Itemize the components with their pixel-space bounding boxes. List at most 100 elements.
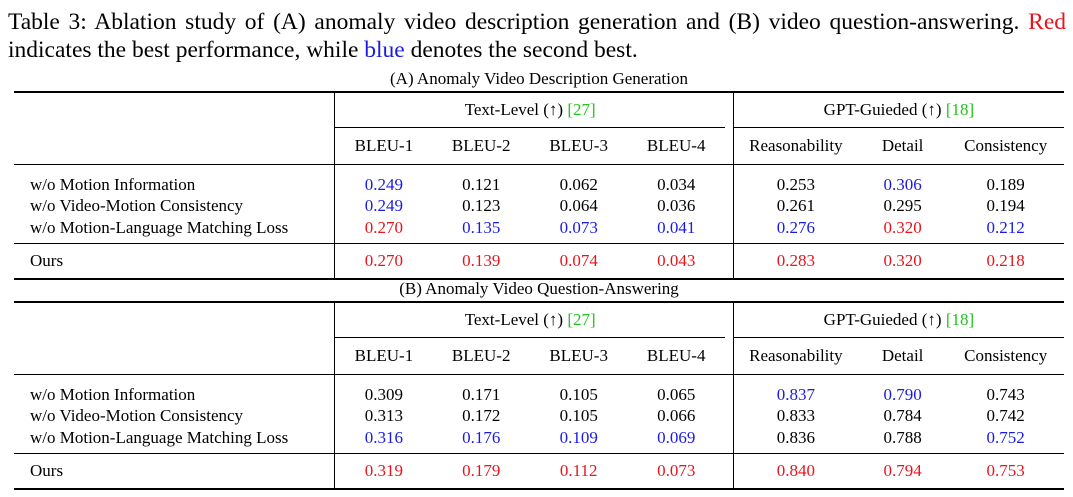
empty-header-cell (14, 301, 335, 338)
group-gap (725, 217, 733, 243)
ablation-rows: w/o Motion Information 0.309 0.171 0.105 0.0… (14, 374, 1064, 453)
metric-cell: 0.283 (732, 242, 858, 280)
caption-suffix: denotes the second best. (404, 37, 638, 63)
metric-cell: 0.139 (432, 242, 530, 280)
metric-cell: 0.179 (432, 452, 530, 490)
metric-cell: 0.135 (462, 217, 501, 237)
metric-cell: 0.788 (883, 427, 922, 447)
metric-cell: 0.276 (732, 217, 858, 243)
row-label: w/o Motion Information (14, 164, 335, 196)
metric-cell: 0.121 (432, 164, 530, 196)
group-gap (724, 242, 734, 280)
gpt-guided-citation[interactable]: [18] (945, 310, 975, 329)
metric-cell: 0.306 (857, 164, 948, 196)
section-title: (B) Anomaly Video Question-Answering (399, 279, 679, 298)
ours-rows: Ours 0.270 0.139 0.074 0.043 0.283 0.320 0.218 (14, 242, 1064, 280)
metric-cell: 0.261 (732, 195, 858, 217)
row-label: w/o Video-Motion Consistency (30, 406, 244, 426)
metric-cell: 0.074 (529, 242, 628, 280)
metric-cell: 0.320 (883, 217, 922, 237)
ablation-table-a: (A) Anomaly Video Description Generation… (14, 67, 1064, 280)
text-level-label: Text-Level (↑) (464, 310, 568, 329)
empty-header-cell (14, 128, 335, 165)
gpt-guided-header: GPT-Guieded (↑) [18] (732, 301, 1064, 338)
metric-cell: 0.069 (657, 427, 696, 447)
ablation-rows: w/o Motion Information 0.249 0.121 0.062 0.0… (14, 164, 1064, 243)
metric-cell: 0.309 (334, 374, 433, 406)
caption-red-word: Red (1028, 9, 1066, 35)
column-header: Consistency (947, 127, 1064, 165)
empty-header-cell (14, 338, 335, 375)
row-label: Ours (14, 452, 335, 490)
metric-cell: 0.320 (857, 242, 948, 280)
text-level-label: Text-Level (↑) (464, 100, 568, 119)
gpt-guided-header: GPT-Guieded (↑) [18] (732, 91, 1064, 128)
column-header: Detail (857, 127, 948, 165)
metric-cell: 0.041 (657, 217, 696, 237)
metric-cell: 0.837 (732, 374, 858, 406)
text-level-citation[interactable]: [27] (567, 100, 596, 119)
metric-cell: 0.790 (857, 374, 948, 406)
gpt-guided-citation[interactable]: [18] (945, 100, 975, 119)
column-header: BLEU-4 (627, 337, 725, 375)
text-level-header: Text-Level (↑) [27] (334, 301, 725, 338)
metric-cell: 0.270 (334, 217, 433, 243)
metric-cell: 0.752 (986, 427, 1025, 447)
empty-header-cell (14, 91, 335, 128)
column-header: BLEU-1 (334, 337, 433, 375)
metric-cell: 0.123 (462, 196, 501, 216)
table-row: w/o Motion-Language Matching Loss 0.316 0.… (14, 427, 1064, 453)
metric-cell: 0.066 (657, 406, 696, 426)
group-gap (724, 164, 734, 196)
column-header: Reasonability (732, 127, 858, 165)
text-level-citation[interactable]: [27] (567, 310, 596, 329)
metric-cell: 0.172 (462, 406, 501, 426)
metric-cell: 0.073 (627, 452, 725, 490)
group-gap (724, 374, 734, 406)
metric-cell: 0.064 (559, 196, 598, 216)
table-row: w/o Video-Motion Consistency 0.249 0.123 0.… (14, 195, 1064, 217)
text-level-header: Text-Level (↑) [27] (334, 91, 725, 128)
group-gap (725, 427, 733, 453)
ablation-table-b: (B) Anomaly Video Question-Answering Tex… (14, 277, 1064, 490)
section-title: (A) Anomaly Video Description Generation (390, 69, 688, 88)
metric-cell: 0.065 (627, 374, 725, 406)
row-label: w/o Motion-Language Matching Loss (30, 427, 289, 447)
group-gap (724, 452, 734, 490)
metric-cell: 0.176 (462, 427, 501, 447)
metric-cell: 0.036 (657, 196, 696, 216)
column-header: BLEU-1 (334, 127, 433, 165)
row-label: Ours (14, 242, 335, 280)
group-gap (725, 128, 733, 165)
metric-cell: 0.043 (627, 242, 725, 280)
metric-cell: 0.212 (986, 217, 1025, 237)
metric-cell: 0.073 (559, 217, 598, 237)
table-row: w/o Motion Information 0.249 0.121 0.062 0.0… (14, 164, 1064, 196)
row-label: w/o Motion-Language Matching Loss (30, 217, 289, 237)
table-row: w/o Video-Motion Consistency 0.313 0.172 0.… (14, 405, 1064, 427)
ours-row: Ours 0.319 0.179 0.112 0.073 0.840 0.794 0.753 (14, 452, 1064, 490)
metric-cell: 0.316 (334, 427, 433, 453)
metric-cell: 0.249 (334, 195, 433, 217)
metric-cell: 0.295 (883, 196, 922, 216)
metric-cell: 0.194 (986, 196, 1025, 216)
column-header: Detail (857, 337, 948, 375)
metric-cell: 0.189 (947, 164, 1064, 196)
ours-rows: Ours 0.319 0.179 0.112 0.073 0.840 0.794 0.753 (14, 452, 1064, 490)
metric-cell: 0.105 (529, 374, 628, 406)
row-label: w/o Video-Motion Consistency (30, 196, 244, 216)
column-header: Consistency (947, 337, 1064, 375)
column-header: BLEU-4 (627, 127, 725, 165)
metric-cell: 0.833 (732, 405, 858, 427)
column-header: BLEU-2 (432, 127, 530, 165)
metric-cell: 0.112 (529, 452, 628, 490)
metric-cell: 0.218 (947, 242, 1064, 280)
metric-cell: 0.313 (334, 405, 433, 427)
metric-cell: 0.171 (432, 374, 530, 406)
table-row: w/o Motion-Language Matching Loss 0.270 0.… (14, 217, 1064, 243)
column-header: Reasonability (732, 337, 858, 375)
metric-cell: 0.034 (627, 164, 725, 196)
metric-cell: 0.105 (559, 406, 598, 426)
row-label: w/o Motion Information (14, 374, 335, 406)
metric-cell: 0.249 (334, 164, 433, 196)
